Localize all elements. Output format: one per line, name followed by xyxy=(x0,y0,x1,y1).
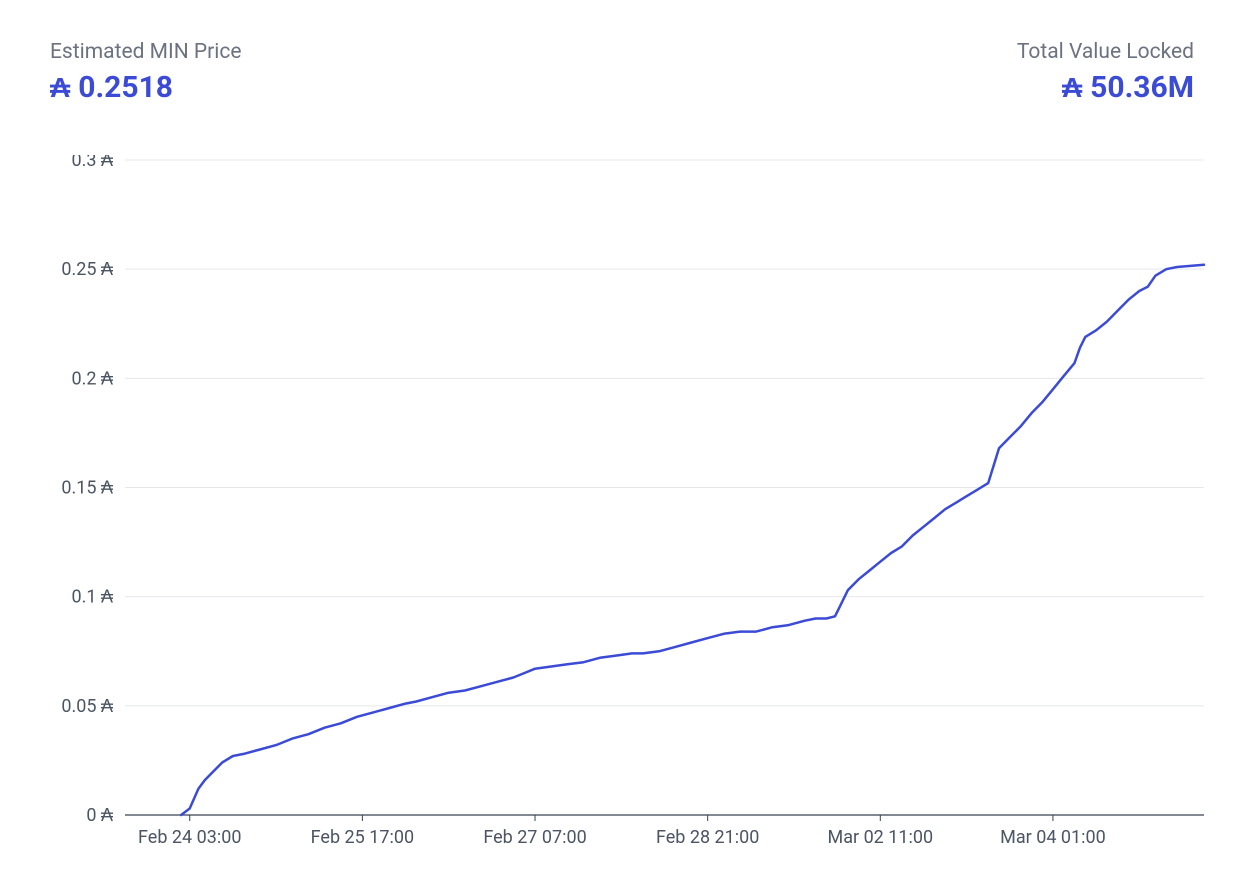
ada-currency-icon: ₳ xyxy=(50,71,70,104)
svg-text:Feb 27 07:00: Feb 27 07:00 xyxy=(483,827,586,848)
svg-text:0.2 ₳: 0.2 ₳ xyxy=(72,368,114,389)
svg-text:Feb 24 03:00: Feb 24 03:00 xyxy=(138,827,241,848)
estimated-price-label: Estimated MIN Price xyxy=(50,40,241,64)
ada-currency-icon: ₳ xyxy=(1062,71,1082,104)
chart-svg: 0 ₳ 0.05 ₳ 0.1 ₳ 0.15 ₳ 0.2 ₳ 0.25 ₳ 0.3 ₳ Feb … xyxy=(30,155,1214,855)
svg-text:0 ₳: 0 ₳ xyxy=(86,805,114,826)
chart-container: Estimated MIN Price ₳ 0.2518 Total Value… xyxy=(0,0,1244,896)
tvl-label: Total Value Locked xyxy=(1017,40,1194,64)
tvl-number: 50.36M xyxy=(1090,70,1194,105)
tvl-stat: Total Value Locked ₳ 50.36M xyxy=(1017,40,1194,105)
estimated-price-number: 0.2518 xyxy=(78,70,173,105)
svg-text:Mar 02 11:00: Mar 02 11:00 xyxy=(828,827,934,848)
svg-text:Mar 04 01:00: Mar 04 01:00 xyxy=(1000,827,1106,848)
svg-text:0.15 ₳: 0.15 ₳ xyxy=(61,478,114,499)
estimated-price-value: ₳ 0.2518 xyxy=(50,70,241,105)
stats-header: Estimated MIN Price ₳ 0.2518 Total Value… xyxy=(30,40,1214,105)
svg-text:0.05 ₳: 0.05 ₳ xyxy=(61,696,114,717)
price-chart: 0 ₳ 0.05 ₳ 0.1 ₳ 0.15 ₳ 0.2 ₳ 0.25 ₳ 0.3 ₳ Feb … xyxy=(30,155,1214,855)
svg-text:Feb 28 21:00: Feb 28 21:00 xyxy=(656,827,759,848)
tvl-value: ₳ 50.36M xyxy=(1062,70,1194,105)
estimated-price-stat: Estimated MIN Price ₳ 0.2518 xyxy=(50,40,241,105)
svg-text:Feb 25 17:00: Feb 25 17:00 xyxy=(311,827,414,848)
svg-text:0.3 ₳: 0.3 ₳ xyxy=(72,155,114,171)
svg-text:0.25 ₳: 0.25 ₳ xyxy=(61,259,114,280)
svg-text:0.1 ₳: 0.1 ₳ xyxy=(72,587,114,608)
